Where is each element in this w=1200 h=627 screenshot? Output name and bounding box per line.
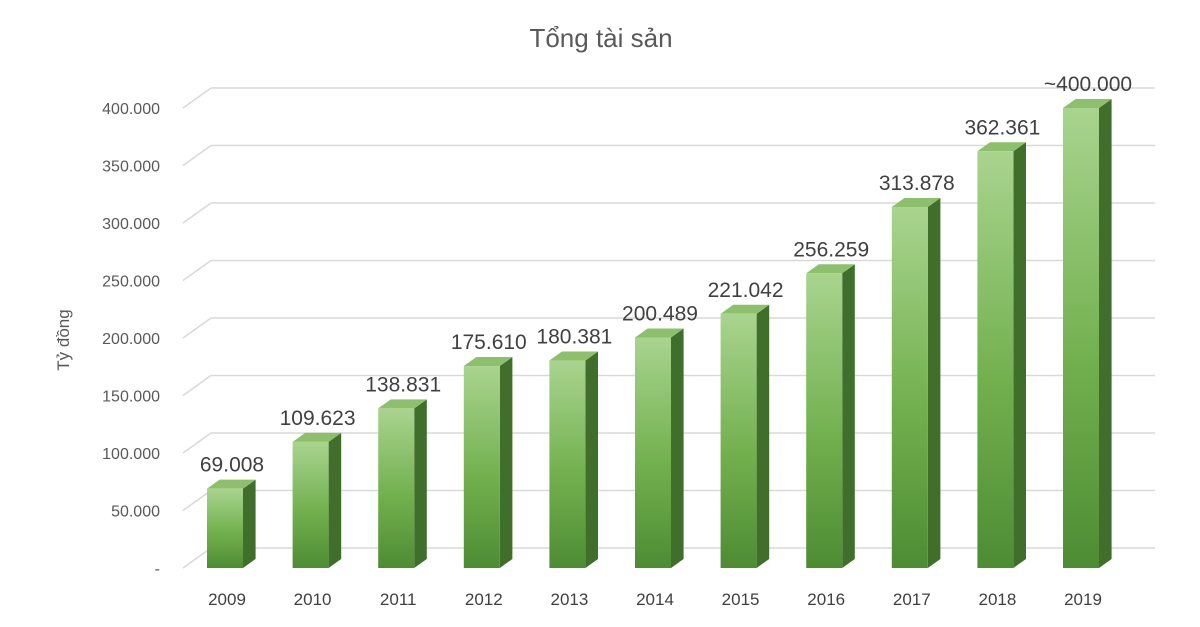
bar-front-face: [378, 408, 415, 568]
y-tick-label: 300.000: [102, 216, 160, 233]
bar-top-face: [378, 399, 427, 409]
bar-side-face: [585, 351, 598, 568]
bar-top-face: [977, 142, 1026, 152]
bar-front-face: [549, 360, 586, 568]
bar-2013: [549, 351, 598, 568]
bar-top-face: [292, 432, 342, 442]
x-category-label: 2018: [978, 590, 1016, 609]
bar-side-face: [414, 399, 427, 568]
gridline-diagonal: [182, 87, 212, 109]
bar-front-face: [635, 337, 671, 568]
bar-2010: [292, 432, 342, 568]
x-category-label: 2009: [208, 590, 246, 609]
bar-side-face: [1099, 99, 1112, 568]
bars: [207, 99, 1112, 569]
bar-top-face: [463, 357, 513, 367]
bar-front-face: [207, 488, 243, 568]
bar-front-face: [806, 273, 843, 568]
bar-2015: [720, 304, 770, 568]
bar-2014: [635, 328, 684, 568]
gridline-diagonal: [182, 374, 212, 397]
x-category-label: 2013: [550, 590, 588, 609]
bar-side-face: [1013, 142, 1026, 568]
data-label: 313.878: [879, 172, 955, 195]
bar-top-face: [1063, 99, 1112, 108]
gridline-diagonal: [182, 259, 212, 282]
bar-front-face: [891, 207, 928, 569]
bar-front-face: [977, 151, 1014, 568]
x-category-label: 2019: [1064, 590, 1102, 609]
data-label: 180.381: [536, 326, 612, 349]
data-label: 69.008: [200, 454, 264, 477]
bar-top-face: [720, 304, 770, 314]
bar-front-face: [720, 313, 757, 568]
gridline-diagonal: [182, 489, 212, 512]
y-tick-label: 250.000: [102, 274, 160, 291]
x-category-label: 2014: [636, 590, 674, 609]
chart-title: Tổng tài sản: [529, 23, 672, 53]
y-tick-label: 150.000: [102, 389, 160, 406]
y-tick-label: -: [155, 561, 160, 578]
bar-2019: [1063, 99, 1112, 568]
bar-top-face: [635, 328, 684, 338]
bar-side-face: [499, 357, 513, 568]
bar-side-face: [927, 198, 941, 569]
data-label: 138.831: [365, 373, 441, 396]
data-label: 175.610: [451, 331, 527, 354]
data-label: 200.489: [622, 302, 698, 325]
y-tick-label: 100.000: [102, 446, 160, 463]
bar-side-face: [671, 328, 684, 568]
x-axis-categories: 2009 2010 2011 2012 2013 2014 2015 2016 2017 2018…: [208, 590, 1102, 609]
gridline-diagonal: [182, 202, 212, 224]
bar-side-face: [842, 264, 855, 568]
bar-top-face: [806, 264, 855, 274]
y-axis-title: Tỷ đồng: [54, 309, 73, 370]
data-label: 362.361: [964, 116, 1040, 139]
bar-top-face: [207, 479, 256, 489]
x-category-label: 2016: [807, 590, 845, 609]
bar-2009: [207, 479, 256, 568]
bar-2017: [891, 198, 941, 569]
y-tick-label: 350.000: [102, 159, 160, 176]
data-label: 221.042: [708, 279, 784, 302]
y-axis-ticks: - 50.000 100.000 150.000 200.000 250.000 300.0…: [102, 101, 160, 578]
gridline-diagonal: [182, 317, 212, 339]
bar-front-face: [292, 441, 329, 568]
bar-top-face: [549, 351, 598, 361]
bar-2018: [977, 142, 1026, 568]
y-tick-label: 400.000: [102, 101, 160, 118]
gridline-diagonal: [182, 432, 212, 454]
x-category-label: 2010: [294, 590, 332, 609]
bar-2011: [378, 399, 427, 568]
y-tick-label: 50.000: [111, 504, 160, 521]
x-category-label: 2017: [893, 590, 931, 609]
bar-side-face: [756, 304, 770, 568]
bar-2012: [463, 357, 513, 568]
bar-front-face: [1063, 108, 1099, 568]
x-category-label: 2012: [465, 590, 503, 609]
x-category-label: 2015: [722, 590, 760, 609]
gridline-diagonal: [182, 547, 212, 569]
bar-side-face: [243, 479, 256, 568]
bar-2016: [806, 264, 855, 568]
gridline-diagonal: [182, 144, 212, 167]
bar-front-face: [463, 366, 500, 568]
bar-top-face: [891, 198, 941, 208]
data-label: 109.623: [280, 407, 356, 430]
data-labels: 69.008 109.623 138.831 175.610 180.381 200.48…: [200, 73, 1132, 477]
y-tick-label: 200.000: [102, 331, 160, 348]
data-label: ~400.000: [1044, 73, 1132, 96]
bar-side-face: [328, 432, 342, 568]
x-category-label: 2011: [380, 590, 417, 609]
data-label: 256.259: [793, 238, 869, 261]
